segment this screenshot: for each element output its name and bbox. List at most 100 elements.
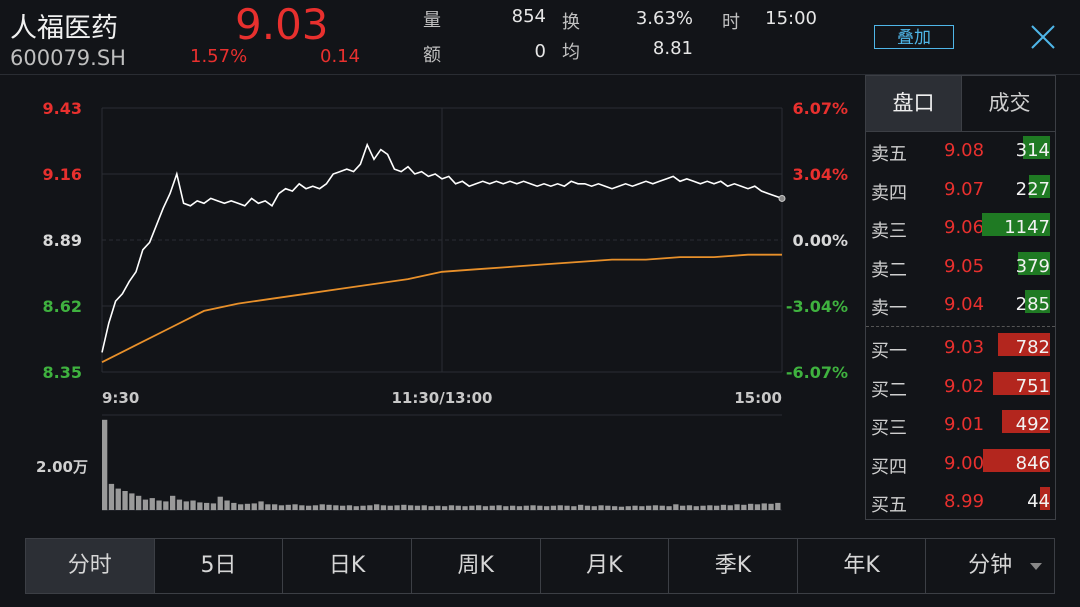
close-icon[interactable] — [1028, 22, 1058, 52]
intraday-chart[interactable]: 9.43 6.07% 9.16 3.04% 8.89 0.00% 8.62 -3.04% 8.3… — [0, 75, 865, 525]
volume-bar — [122, 491, 128, 510]
volume-bar — [510, 505, 516, 510]
volume-bar — [312, 505, 319, 511]
volume-bar — [428, 506, 434, 510]
volume-bar — [149, 498, 155, 510]
turnover-label: 换 — [562, 12, 580, 33]
ask-price: 9.04 — [944, 294, 985, 316]
volume-bar — [292, 504, 298, 510]
tab-daily-k[interactable]: 日K — [283, 539, 412, 593]
y-left-tick: 9.43 — [43, 99, 82, 118]
avg-price-value: 8.81 — [652, 38, 693, 59]
volume-bar — [748, 503, 754, 510]
volume-bar — [374, 504, 380, 510]
volume-bar — [707, 505, 713, 511]
bid-row: 买四 9.00 846 — [866, 446, 1055, 484]
ask-level-label: 卖二 — [871, 259, 907, 281]
change-amount: 0.14 — [320, 46, 361, 67]
ask-volume: 1147 — [1004, 217, 1050, 239]
turnover-value: 3.63% — [635, 8, 693, 29]
current-price: 9.03 — [235, 0, 329, 49]
ask-volume: 285 — [1015, 294, 1050, 316]
tab-monthly-k[interactable]: 月K — [541, 539, 670, 593]
y-right-tick: 0.00% — [792, 231, 848, 250]
ask-price: 9.06 — [944, 217, 985, 239]
volume-bar — [557, 505, 563, 511]
tab-5day[interactable]: 5日 — [155, 539, 284, 593]
volume-bar — [550, 505, 557, 510]
volume-bar — [163, 501, 169, 510]
volume-bar — [768, 503, 774, 510]
volume-bar — [673, 504, 679, 510]
volume-bar — [442, 506, 448, 510]
y-left-tick: 8.62 — [43, 297, 82, 316]
ask-row: 卖四 9.07 227 — [866, 172, 1055, 210]
volume-bar — [516, 506, 523, 510]
volume-bar — [176, 499, 183, 510]
avg-price-line — [101, 253, 782, 364]
volume-bar — [496, 505, 502, 511]
orderbook-separator — [866, 326, 1055, 327]
y-left-tick: 8.89 — [43, 231, 82, 250]
ask-price: 9.07 — [944, 178, 985, 200]
volume-bar — [285, 504, 291, 510]
y-right-tick: 6.07% — [792, 99, 848, 118]
volume-bar — [761, 503, 767, 511]
ask-volume: 314 — [1015, 140, 1050, 161]
volume-bar — [714, 505, 720, 510]
y-left-tick: 8.35 — [43, 363, 82, 382]
depth-bar — [993, 371, 1050, 395]
volume-bar — [108, 483, 115, 510]
price-line — [101, 142, 783, 353]
ask-volume: 227 — [1015, 178, 1050, 200]
tab-minute[interactable]: 分钟 — [926, 539, 1054, 593]
volume-bar — [612, 506, 618, 510]
volume-bar — [272, 504, 278, 510]
depth-bar — [1023, 136, 1050, 159]
overlay-button[interactable]: 叠加 — [874, 25, 954, 49]
volume-bar — [306, 505, 312, 510]
volume-bar — [346, 505, 353, 511]
volume-bar — [401, 504, 407, 510]
volume-bar — [299, 505, 305, 511]
volume-value: 854 — [511, 6, 546, 27]
volume-bar — [639, 506, 645, 510]
volume-bar — [646, 505, 652, 510]
tab-weekly-k[interactable]: 周K — [412, 539, 541, 593]
ask-row: 卖二 9.05 379 — [866, 249, 1055, 287]
volume-bar — [156, 500, 162, 510]
volume-bar — [578, 504, 584, 510]
tab-trades[interactable]: 成交 — [961, 76, 1057, 131]
bid-level-label: 买二 — [871, 379, 907, 401]
tab-quarterly-k[interactable]: 季K — [669, 539, 798, 593]
volume-bar — [571, 506, 577, 510]
tab-yearly-k[interactable]: 年K — [798, 539, 927, 593]
volume-bar — [693, 506, 699, 510]
volume-bar — [183, 501, 189, 510]
volume-bar — [387, 505, 393, 510]
ask-level-label: 卖五 — [871, 144, 907, 165]
y-right-tick: -3.04% — [786, 297, 848, 316]
x-tick: 11:30/13:00 — [392, 389, 493, 407]
volume-bar — [367, 505, 373, 511]
bid-price: 9.01 — [944, 414, 985, 436]
ask-row: 卖五 9.08 314 — [866, 133, 1055, 171]
tab-intraday[interactable]: 分时 — [26, 539, 155, 593]
volume-bar — [204, 502, 210, 510]
ask-row: 卖三 9.06 1147 — [866, 210, 1055, 248]
volume-bar — [197, 502, 203, 510]
ask-level-label: 卖四 — [871, 182, 907, 204]
volume-bar — [625, 506, 631, 510]
bid-level-label: 买一 — [871, 341, 907, 362]
volume-bar — [652, 505, 659, 511]
ask-price: 9.05 — [944, 255, 985, 277]
time-label: 时 — [722, 12, 740, 33]
volume-bar — [238, 504, 244, 510]
depth-bar — [1018, 251, 1050, 275]
volume-bar — [394, 505, 400, 511]
volume-bar — [265, 504, 271, 510]
volume-bar — [408, 505, 414, 511]
bid-price: 9.00 — [944, 452, 985, 474]
tab-orderbook[interactable]: 盘口 — [866, 76, 961, 131]
bid-price: 8.99 — [944, 491, 985, 513]
